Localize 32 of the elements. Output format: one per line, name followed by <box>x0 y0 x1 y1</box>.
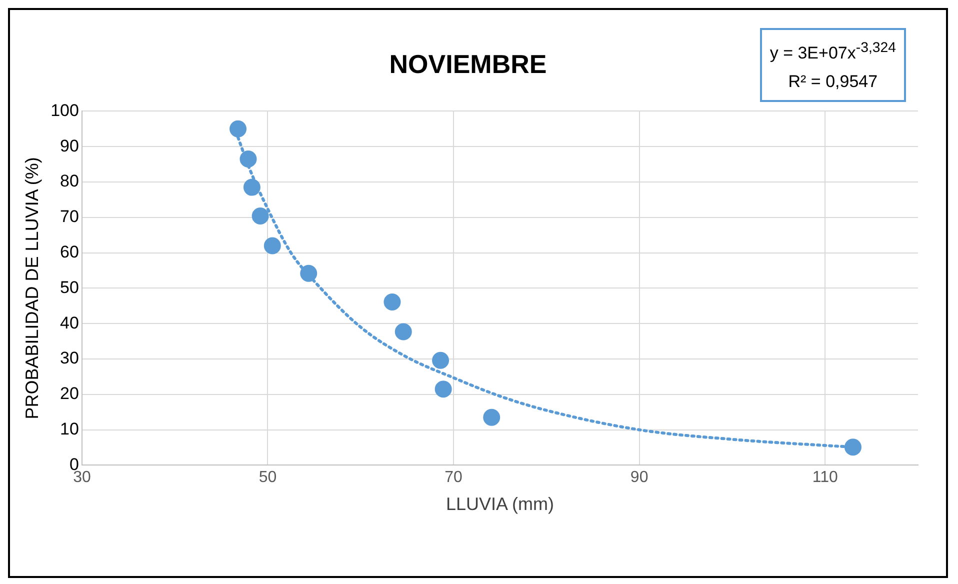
text: R² = 0,9547 <box>787 70 879 93</box>
y-tick-label: 80 <box>60 172 79 191</box>
point <box>384 294 401 311</box>
y-tick-label: 60 <box>60 242 79 262</box>
text: y = 3E+07x$^{-3,324}$ <box>770 39 896 65</box>
x-axis-title: LLUVIA (mm) <box>446 494 554 514</box>
point <box>264 237 281 254</box>
point <box>230 120 247 138</box>
point <box>240 150 257 168</box>
point <box>844 438 862 456</box>
y-tick-label: 50 <box>60 278 79 297</box>
point <box>434 380 452 398</box>
x-tick-label: 50 <box>258 469 277 486</box>
x-tick-label: 70 <box>444 469 463 486</box>
point <box>394 323 412 340</box>
y-tick-label: 30 <box>60 348 79 368</box>
y-axis-title: PROBABILIDAD DE LLUVIA (%) <box>22 157 42 420</box>
point <box>483 408 500 426</box>
y-tick-label: 40 <box>60 313 79 332</box>
y-tick-label: 20 <box>60 384 79 404</box>
y-tick-label: 70 <box>60 207 79 226</box>
point <box>432 352 450 369</box>
point <box>300 264 318 282</box>
chart-title: NOVIEMBRE <box>389 48 547 79</box>
y-tick-label: 100 <box>50 100 79 120</box>
point <box>243 178 260 196</box>
x-tick-label: 110 <box>812 469 838 486</box>
y-tick-label: 90 <box>60 136 79 156</box>
x-tick-label: 30 <box>73 469 91 486</box>
x-tick-label: 90 <box>630 469 648 486</box>
point <box>252 207 269 224</box>
y-tick-label: 10 <box>60 419 79 438</box>
